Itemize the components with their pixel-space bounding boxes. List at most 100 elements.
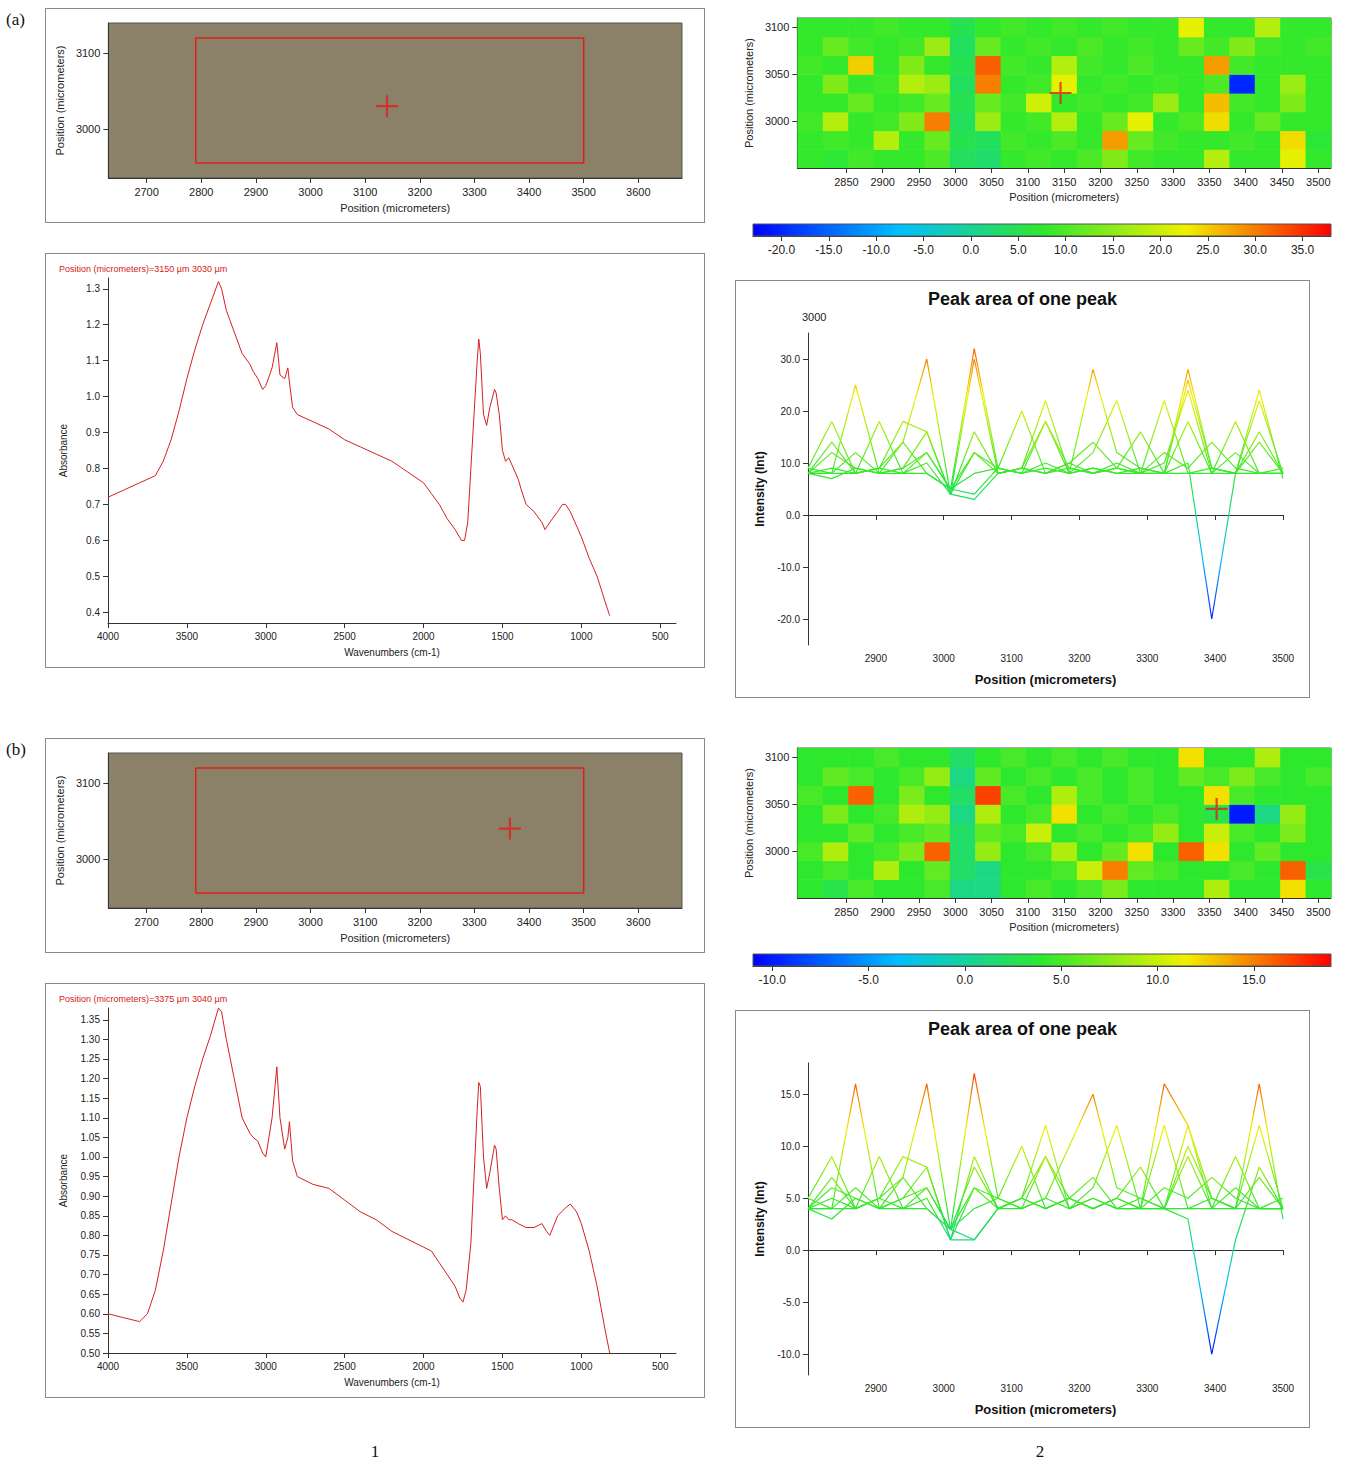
svg-text:0.0: 0.0 <box>786 1245 800 1256</box>
svg-text:Position (micrometers)=3375 µm: Position (micrometers)=3375 µm 3040 µm <box>59 994 227 1004</box>
svg-text:3500: 3500 <box>176 1361 199 1372</box>
svg-text:-10.0: -10.0 <box>863 243 891 257</box>
svg-text:2950: 2950 <box>907 906 931 918</box>
svg-text:3500: 3500 <box>176 631 199 642</box>
svg-text:0.7: 0.7 <box>86 499 100 510</box>
svg-text:30.0: 30.0 <box>781 354 801 365</box>
svg-text:1.30: 1.30 <box>81 1034 101 1045</box>
svg-text:3300: 3300 <box>1136 1383 1159 1394</box>
svg-text:3300: 3300 <box>1136 653 1159 664</box>
svg-text:0.5: 0.5 <box>86 571 100 582</box>
svg-text:0.60: 0.60 <box>81 1308 101 1319</box>
svg-text:10.0: 10.0 <box>1054 243 1078 257</box>
svg-text:1.15: 1.15 <box>81 1093 101 1104</box>
svg-text:3050: 3050 <box>765 798 789 810</box>
svg-text:3100: 3100 <box>765 21 789 33</box>
svg-text:0.0: 0.0 <box>957 973 974 987</box>
svg-text:Wavenumbers (cm-1): Wavenumbers (cm-1) <box>344 1377 440 1388</box>
svg-text:Position (micrometers): Position (micrometers) <box>54 775 66 885</box>
svg-text:15.0: 15.0 <box>781 1089 801 1100</box>
svg-text:3600: 3600 <box>626 916 650 928</box>
svg-text:3400: 3400 <box>517 186 541 198</box>
svg-text:2700: 2700 <box>134 186 158 198</box>
svg-text:1.20: 1.20 <box>81 1073 101 1084</box>
svg-text:3100: 3100 <box>1000 1383 1023 1394</box>
svg-text:Position (micrometers): Position (micrometers) <box>1009 191 1119 203</box>
svg-text:3200: 3200 <box>1088 906 1112 918</box>
svg-text:0.8: 0.8 <box>86 463 100 474</box>
svg-text:500: 500 <box>652 1361 669 1372</box>
svg-text:35.0: 35.0 <box>1291 243 1315 257</box>
svg-text:3000: 3000 <box>255 1361 278 1372</box>
svg-text:3300: 3300 <box>1161 176 1185 188</box>
svg-text:Position (micrometers): Position (micrometers) <box>1009 921 1119 933</box>
svg-text:2900: 2900 <box>865 1383 888 1394</box>
svg-text:0.9: 0.9 <box>86 427 100 438</box>
svg-text:3450: 3450 <box>1270 176 1294 188</box>
svg-text:Intensity (Int): Intensity (Int) <box>753 1181 767 1256</box>
svg-text:Position (micrometers)=3150 µm: Position (micrometers)=3150 µm 3030 µm <box>59 264 227 274</box>
svg-text:3250: 3250 <box>1125 176 1149 188</box>
svg-text:3200: 3200 <box>1068 1383 1091 1394</box>
svg-text:3350: 3350 <box>1197 906 1221 918</box>
svg-text:500: 500 <box>652 631 669 642</box>
svg-text:3050: 3050 <box>979 176 1003 188</box>
svg-text:25.0: 25.0 <box>1196 243 1220 257</box>
svg-text:1000: 1000 <box>570 631 593 642</box>
svg-text:-20.0: -20.0 <box>768 243 796 257</box>
svg-text:2850: 2850 <box>834 176 858 188</box>
svg-text:0.75: 0.75 <box>81 1249 101 1260</box>
svg-text:-20.0: -20.0 <box>777 614 800 625</box>
svg-text:3500: 3500 <box>1272 1383 1295 1394</box>
svg-text:3000: 3000 <box>298 916 322 928</box>
svg-text:2850: 2850 <box>834 906 858 918</box>
svg-text:0.0: 0.0 <box>963 243 980 257</box>
svg-text:1.35: 1.35 <box>81 1014 101 1025</box>
svg-text:3100: 3100 <box>76 47 100 59</box>
svg-text:3000: 3000 <box>933 1383 956 1394</box>
svg-text:3200: 3200 <box>408 916 432 928</box>
svg-text:4000: 4000 <box>97 1361 120 1372</box>
svg-text:0.80: 0.80 <box>81 1230 101 1241</box>
svg-text:3100: 3100 <box>765 751 789 763</box>
svg-text:0.50: 0.50 <box>81 1348 101 1359</box>
svg-text:Wavenumbers (cm-1): Wavenumbers (cm-1) <box>344 647 440 658</box>
svg-text:3000: 3000 <box>765 115 789 127</box>
svg-text:-15.0: -15.0 <box>815 243 843 257</box>
svg-text:2900: 2900 <box>870 906 894 918</box>
svg-text:Position (micrometers): Position (micrometers) <box>340 932 450 944</box>
svg-text:3000: 3000 <box>765 845 789 857</box>
svg-text:3100: 3100 <box>353 186 377 198</box>
svg-text:1.3: 1.3 <box>86 283 100 294</box>
svg-text:Position (micrometers): Position (micrometers) <box>975 1402 1117 1417</box>
svg-text:2800: 2800 <box>189 916 213 928</box>
svg-text:Position (micrometers): Position (micrometers) <box>743 38 755 148</box>
svg-text:3400: 3400 <box>1233 176 1257 188</box>
svg-text:0.65: 0.65 <box>81 1289 101 1300</box>
svg-text:1.25: 1.25 <box>81 1053 101 1064</box>
svg-text:2900: 2900 <box>870 176 894 188</box>
svg-text:3200: 3200 <box>408 186 432 198</box>
svg-text:3500: 3500 <box>1306 176 1330 188</box>
svg-text:30.0: 30.0 <box>1244 243 1268 257</box>
svg-text:3500: 3500 <box>571 186 595 198</box>
svg-text:2900: 2900 <box>244 916 268 928</box>
svg-text:0.0: 0.0 <box>786 510 800 521</box>
svg-text:3300: 3300 <box>462 916 486 928</box>
svg-text:3400: 3400 <box>1204 1383 1227 1394</box>
svg-text:5.0: 5.0 <box>1053 973 1070 987</box>
svg-text:1.0: 1.0 <box>86 391 100 402</box>
svg-text:2000: 2000 <box>412 1361 435 1372</box>
svg-text:-5.0: -5.0 <box>783 1297 801 1308</box>
svg-text:3000: 3000 <box>76 123 100 135</box>
svg-text:4000: 4000 <box>97 631 120 642</box>
svg-text:3500: 3500 <box>1272 653 1295 664</box>
svg-text:3000: 3000 <box>943 906 967 918</box>
svg-text:1.10: 1.10 <box>81 1112 101 1123</box>
svg-text:3200: 3200 <box>1088 176 1112 188</box>
svg-text:3250: 3250 <box>1125 906 1149 918</box>
svg-text:3400: 3400 <box>1233 906 1257 918</box>
svg-text:2500: 2500 <box>334 631 357 642</box>
svg-text:2000: 2000 <box>412 631 435 642</box>
svg-text:3300: 3300 <box>462 186 486 198</box>
